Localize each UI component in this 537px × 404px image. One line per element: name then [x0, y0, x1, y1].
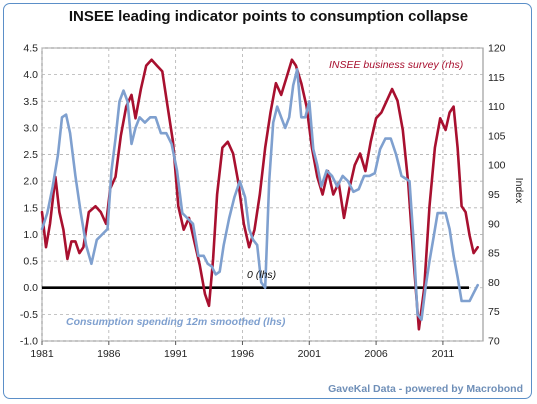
- x-tick-label: 2011: [432, 348, 455, 360]
- y-left-tick-label: 3.0: [23, 122, 38, 134]
- zero-line-annotation: 0 (lhs): [247, 269, 276, 281]
- y-right-tick-label: 75: [488, 306, 500, 318]
- consumption-series-annotation: Consumption spending 12m smoothed (lhs): [66, 316, 286, 328]
- y-right-tick-label: 105: [488, 130, 506, 142]
- y-right-axis-label: Index: [513, 178, 525, 204]
- y-left-tick-label: 0.0: [23, 282, 38, 294]
- y-right-tick-label: 70: [488, 336, 500, 348]
- consumption-line: [40, 68, 480, 322]
- series-layer: [40, 58, 480, 331]
- x-tick-label: 2001: [298, 348, 322, 360]
- chart-title: INSEE leading indicator points to consum…: [68, 8, 469, 25]
- y-left-tick-label: -1.0: [20, 336, 38, 348]
- y-left-tick-label: 4.5: [23, 43, 38, 55]
- footer-source: GaveKal Data - powered by Macrobond: [328, 383, 523, 395]
- x-tick-label: 2006: [364, 348, 388, 360]
- x-tick-label: 1996: [231, 348, 255, 360]
- annotation-layer: INSEE business survey (rhs) 0 (lhs) Consum…: [66, 59, 463, 328]
- y-left-tick-label: 3.5: [23, 96, 38, 108]
- y-left-tick-label: 1.5: [23, 202, 38, 214]
- y-left-tick-label: 0.5: [23, 256, 38, 268]
- x-tick-label: 1991: [164, 348, 188, 360]
- y-left-tick-label: 2.0: [23, 176, 38, 188]
- y-right-tick-label: 95: [488, 189, 500, 201]
- y-right-tick-label: 90: [488, 218, 500, 230]
- y-right-tick-label: 115: [488, 72, 505, 84]
- insee-series-annotation: INSEE business survey (rhs): [329, 59, 463, 71]
- y-right-tick-label: 80: [488, 277, 500, 289]
- y-left-tick-label: 2.5: [23, 149, 38, 161]
- y-right-tick-label: 85: [488, 248, 500, 260]
- y-right-tick-label: 110: [488, 101, 505, 113]
- x-tick-label: 1981: [30, 348, 54, 360]
- y-right-tick-label: 100: [488, 160, 506, 172]
- y-left-tick-label: -0.5: [20, 309, 38, 321]
- axis-layer: 4.5 4.0 3.5 3.0 2.5 2.0 1.5 1.0 0.5 0.0 -0.5 -1.0 12…: [20, 43, 525, 361]
- y-left-tick-label: 1.0: [23, 229, 38, 241]
- y-left-tick-label: 4.0: [23, 69, 38, 81]
- x-tick-label: 1986: [97, 348, 121, 360]
- y-right-tick-label: 120: [488, 43, 506, 55]
